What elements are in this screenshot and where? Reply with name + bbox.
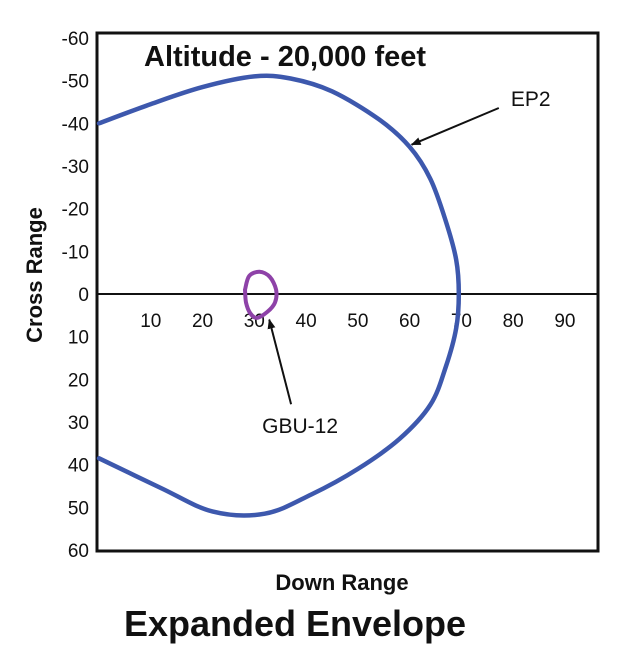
y-tick-label: 10 xyxy=(68,328,89,349)
y-tick-label: -50 xyxy=(62,72,89,93)
y-tick-label: -60 xyxy=(62,29,89,50)
series-layer xyxy=(96,73,462,518)
chart: -60 -50 -40 -30 -20 -10 0 10 20 30 40 50 60 10 20 30 40… xyxy=(22,29,600,595)
x-tick-label: 50 xyxy=(347,311,368,332)
x-tick-label: 90 xyxy=(554,311,575,332)
y-tick-label: -30 xyxy=(62,157,89,178)
y-tick-label: 20 xyxy=(68,370,89,391)
y-tick-label: 30 xyxy=(68,413,89,434)
y-tick-label: 50 xyxy=(68,498,89,519)
gbu-12-annotation-label: GBU-12 xyxy=(262,415,338,438)
y-axis-label: Cross Range xyxy=(22,207,47,343)
x-tick-label: 60 xyxy=(399,311,420,332)
x-tick-label: 80 xyxy=(503,311,524,332)
ep2-annotation-arrow xyxy=(410,107,500,146)
gbu-12-curve xyxy=(243,269,279,320)
x-tick-label: 40 xyxy=(296,311,317,332)
y-tick-labels: -60 -50 -40 -30 -20 -10 0 10 20 30 40 50 60 xyxy=(62,29,89,562)
gbu-12-annotation-arrow xyxy=(267,318,293,405)
y-tick-label: -20 xyxy=(62,200,89,221)
y-tick-label: 0 xyxy=(78,285,89,306)
plot-frame xyxy=(95,31,600,553)
chart-title: Altitude - 20,000 feet xyxy=(144,41,426,73)
x-tick-label: 10 xyxy=(140,311,161,332)
x-tick-label: 20 xyxy=(192,311,213,332)
ep2-annotation-label: EP2 xyxy=(511,88,551,111)
x-axis-label: Down Range xyxy=(275,570,408,595)
x-tick-labels: 10 20 30 40 50 60 70 80 90 xyxy=(140,311,575,332)
y-tick-label: 60 xyxy=(68,541,89,562)
y-tick-label: 40 xyxy=(68,456,89,477)
y-tick-label: -10 xyxy=(62,242,89,263)
ep2-curve xyxy=(96,73,462,518)
figure-caption: Expanded Envelope xyxy=(123,603,467,644)
y-tick-label: -40 xyxy=(62,114,89,135)
